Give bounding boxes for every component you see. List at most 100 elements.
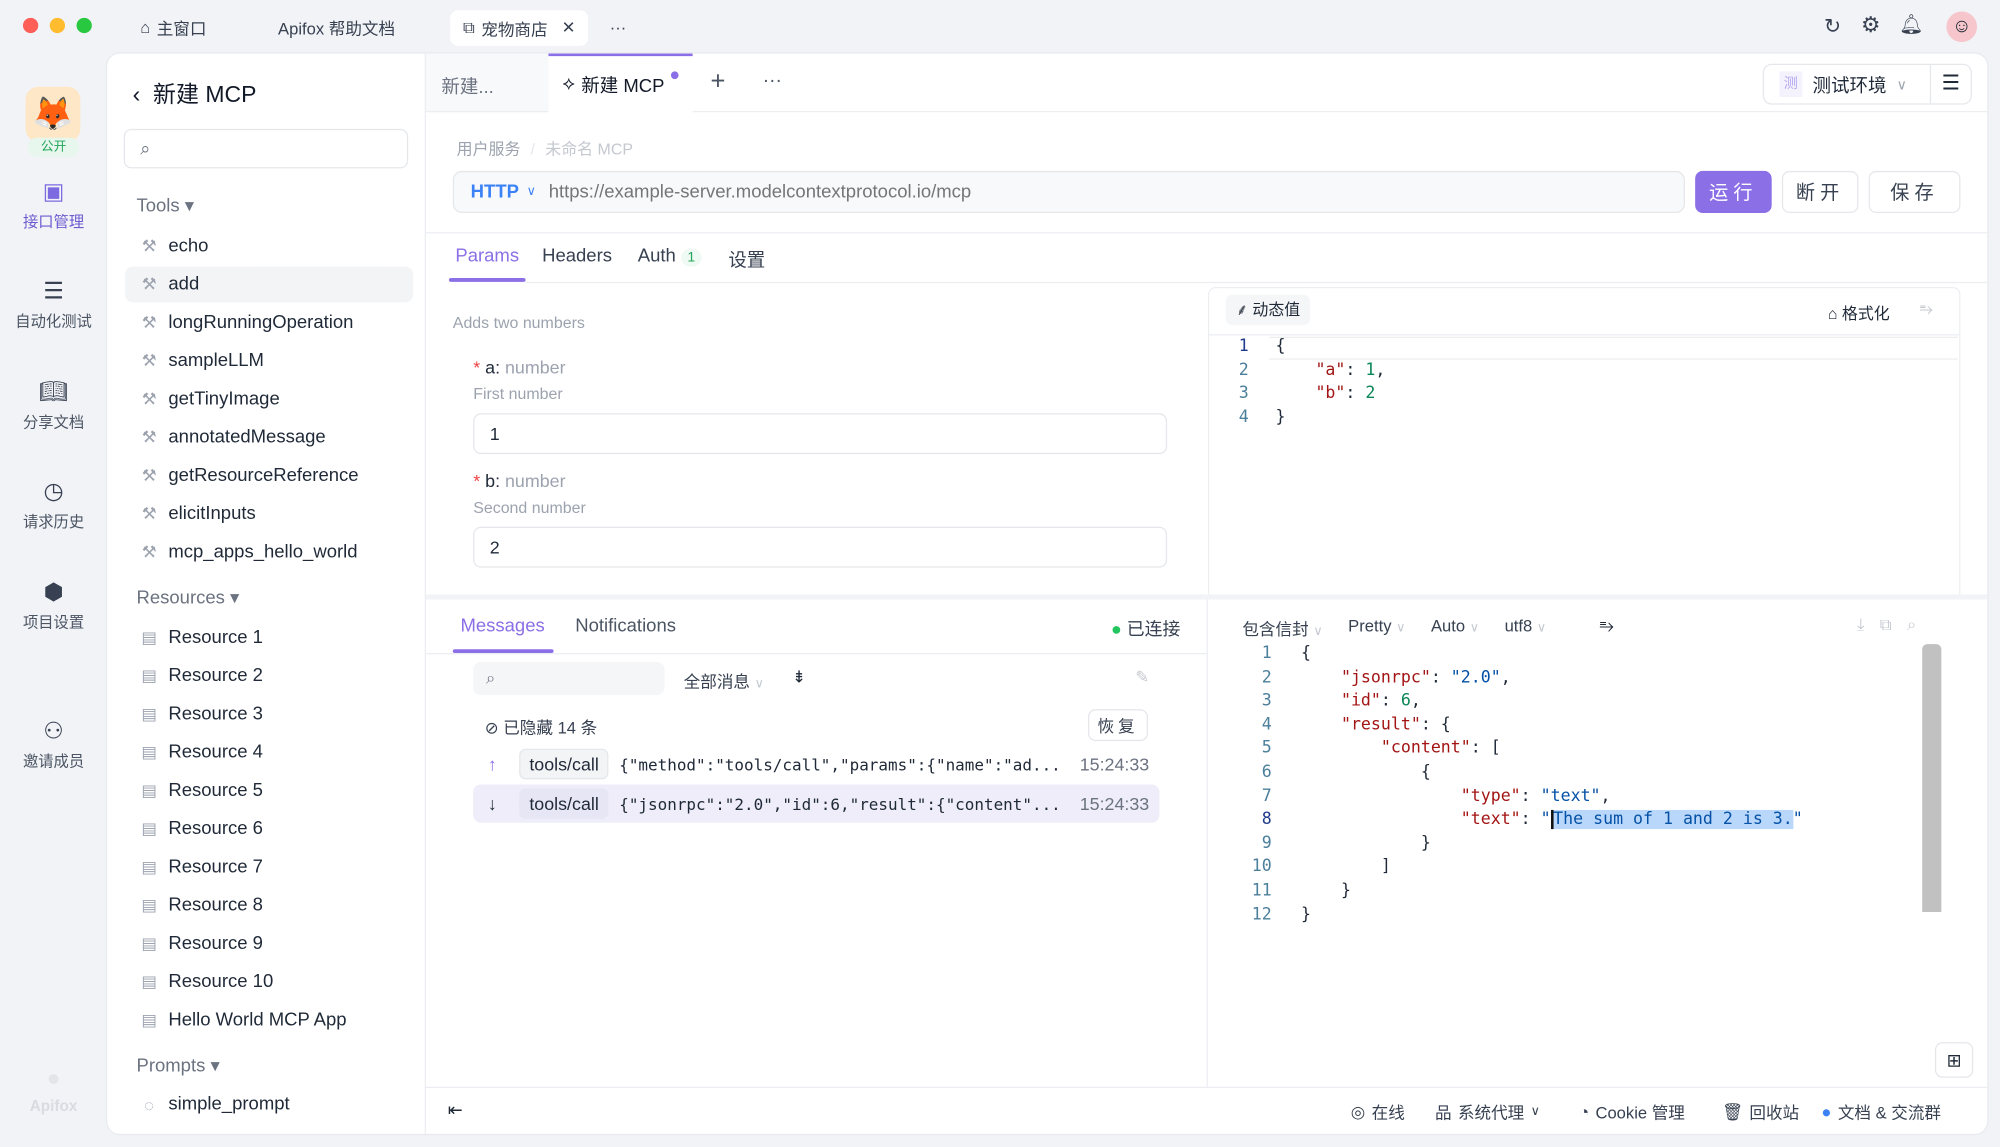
project-avatar[interactable]: 🦊 xyxy=(25,86,81,142)
response-option-select[interactable]: Pretty ∨ xyxy=(1348,616,1406,636)
window-tab-home[interactable]: ⌂ 主窗口 xyxy=(140,17,207,38)
layout-toggle-icon[interactable]: ⊞ xyxy=(1934,1042,1974,1078)
close-tab-icon[interactable]: ✕ xyxy=(561,17,576,37)
resource-item[interactable]: ▤ Resource 2 xyxy=(141,665,263,687)
sidebar-search-input[interactable]: ⌕ xyxy=(123,128,409,169)
message-filter-select[interactable]: 全部消息 ∨ xyxy=(683,672,764,692)
gear-icon[interactable]: ⚙ xyxy=(1860,12,1881,37)
tool-item[interactable]: ⚒ getResourceReference xyxy=(141,465,359,486)
run-button[interactable]: 运行 xyxy=(1695,170,1772,214)
more-tabs-button[interactable]: ··· xyxy=(609,17,627,37)
back-button[interactable]: ‹ xyxy=(132,81,141,108)
document-icon: ▤ xyxy=(141,1010,158,1030)
message-row-selected[interactable]: ↓ tools/call {"jsonrpc":"2.0","id":6,"resu… xyxy=(473,784,1160,823)
clear-icon[interactable]: ✎ xyxy=(1135,667,1150,687)
tab-settings[interactable]: 设置 xyxy=(728,251,766,272)
copy-icon[interactable]: ⧉ xyxy=(1879,614,1907,634)
wrap-icon[interactable]: ⥱ xyxy=(1919,298,1933,318)
collapse-sidebar-icon[interactable]: ⇤ xyxy=(447,1099,463,1120)
prompt-icon: ◌ xyxy=(144,1095,155,1115)
sort-icon[interactable]: ⇟ xyxy=(792,667,807,687)
disconnect-button[interactable]: 断开 xyxy=(1781,170,1859,214)
resource-item[interactable]: ▤ Resource 3 xyxy=(141,704,263,725)
tab-new-draft[interactable]: 新建... xyxy=(441,77,494,99)
minimize-window-button[interactable] xyxy=(49,17,66,34)
document-icon: ▤ xyxy=(141,780,158,800)
arrow-up-icon: ↑ xyxy=(487,753,497,775)
tab-messages[interactable]: Messages xyxy=(460,616,545,637)
cookie-button[interactable]: ◔ Cookie 管理 xyxy=(1579,1102,1685,1123)
online-status[interactable]: ◎ 在线 xyxy=(1350,1101,1405,1123)
save-button[interactable]: 保存 xyxy=(1868,170,1961,214)
rail-item-invite[interactable]: ⚇ 邀请成员 xyxy=(0,718,107,772)
tool-item[interactable]: ⚒ longRunningOperation xyxy=(141,312,354,333)
response-option-select[interactable]: Auto ∨ xyxy=(1430,616,1480,636)
add-tab-button[interactable]: + xyxy=(710,67,726,96)
tool-item[interactable]: ⚒ sampleLLM xyxy=(141,350,264,372)
dynamic-value-button[interactable]: ⸙ 动态值 xyxy=(1225,294,1311,326)
tab-new-mcp[interactable]: ⟡ 新建 MCP xyxy=(548,53,693,113)
refresh-icon[interactable]: ↻ xyxy=(1823,16,1842,39)
response-option-select[interactable]: utf8 ∨ xyxy=(1504,616,1547,636)
scrollbar-thumb[interactable] xyxy=(1922,644,1942,912)
format-button[interactable]: ⌂ 格式化 xyxy=(1827,304,1890,323)
tool-item[interactable]: ⚒ annotatedMessage xyxy=(141,427,326,448)
tab-auth[interactable]: Auth 1 xyxy=(638,246,702,267)
tool-item[interactable]: ⚒ getTinyImage xyxy=(141,389,280,410)
rail-item-history[interactable]: ◷ 请求历史 xyxy=(0,478,107,532)
docs-community-button[interactable]: ● 文档 & 交流群 xyxy=(1821,1102,1942,1123)
tab-more-button[interactable]: ··· xyxy=(762,70,782,92)
home-icon: ⌂ xyxy=(140,17,151,37)
restore-button[interactable]: 恢复 xyxy=(1088,709,1148,742)
rail-item-project-settings[interactable]: ⬢ 项目设置 xyxy=(0,579,107,633)
tab-params[interactable]: Params xyxy=(455,246,520,267)
download-icon[interactable]: ⤓ xyxy=(1857,614,1880,634)
tool-item[interactable]: ⚒ elicitInputs xyxy=(141,503,256,525)
menu-icon[interactable]: ☰ xyxy=(1929,65,1971,104)
group-prompts[interactable]: Prompts ▾ xyxy=(136,1056,220,1077)
resource-item[interactable]: ▤ Resource 9 xyxy=(141,933,263,955)
response-option-select[interactable]: 包含信封 ∨ xyxy=(1242,619,1323,640)
panel-splitter[interactable] xyxy=(426,594,1988,600)
bell-icon[interactable]: 🔔︎ xyxy=(1899,14,1924,36)
eye-off-icon: ⊘ xyxy=(484,718,499,738)
method-select[interactable]: HTTP xyxy=(470,181,519,203)
window-tab-help[interactable]: Apifox 帮助文档 xyxy=(278,18,396,38)
tool-item[interactable]: ⚒ echo xyxy=(141,235,209,257)
params-json-editor[interactable] xyxy=(1207,286,1961,595)
resource-item[interactable]: ▤ Hello World MCP App xyxy=(141,1010,347,1031)
response-toolbar: 包含信封 ∨ Pretty ∨ Auto ∨ utf8 ∨ xyxy=(1242,616,1546,640)
tab-notifications[interactable]: Notifications xyxy=(575,616,677,637)
tool-item[interactable]: ⚒ add xyxy=(124,266,414,303)
search-icon[interactable]: ⌕ xyxy=(1906,614,1932,634)
connection-status: ● 已连接 xyxy=(1110,618,1181,640)
message-search-input[interactable]: ⌕ xyxy=(473,661,665,696)
close-window-button[interactable] xyxy=(22,17,39,34)
proxy-button[interactable]: 品系统代理 ∨ xyxy=(1435,1099,1540,1123)
avatar[interactable]: ☺ xyxy=(1946,11,1978,43)
rail-item-share-docs[interactable]: 📖︎ 分享文档 xyxy=(0,379,107,433)
rail-item-automation[interactable]: ☰ 自动化测试 xyxy=(0,278,107,332)
trash-button[interactable]: 🗑︎ 回收站 xyxy=(1721,1101,1800,1123)
rail-item-api[interactable]: ▣ 接口管理 xyxy=(0,179,107,233)
maximize-window-button[interactable] xyxy=(76,17,92,34)
group-tools[interactable]: Tools ▾ xyxy=(136,196,195,217)
resource-item[interactable]: ▤ Resource 8 xyxy=(141,895,263,916)
resource-item[interactable]: ▤ Resource 4 xyxy=(141,742,263,763)
message-row[interactable]: ↑ tools/call {"method":"tools/call","param… xyxy=(473,745,1159,783)
url-input[interactable] xyxy=(548,181,1684,203)
tab-headers[interactable]: Headers xyxy=(542,246,613,267)
window-tab-petstore[interactable]: ⧉ 宠物商店 ✕ xyxy=(450,10,589,46)
resource-item[interactable]: ▤ Resource 7 xyxy=(141,857,263,878)
resource-item[interactable]: ▤ Resource 10 xyxy=(141,971,274,993)
field-b-input[interactable]: 2 xyxy=(473,526,1168,568)
resource-item[interactable]: ▤ Resource 5 xyxy=(141,780,263,802)
field-a-input[interactable]: 1 xyxy=(473,413,1168,455)
environment-select[interactable]: 测 测试环境 ∨ ☰ xyxy=(1762,63,1972,105)
resource-item[interactable]: ▤ Resource 1 xyxy=(141,627,263,648)
wrap-icon[interactable]: ⥱ xyxy=(1599,614,1614,636)
resource-item[interactable]: ▤ Resource 6 xyxy=(141,818,263,840)
group-resources[interactable]: Resources ▾ xyxy=(136,588,240,609)
tool-item[interactable]: ⚒ mcp_apps_hello_world xyxy=(141,542,358,563)
prompt-item[interactable]: ◌ simple_prompt xyxy=(125,1087,413,1123)
